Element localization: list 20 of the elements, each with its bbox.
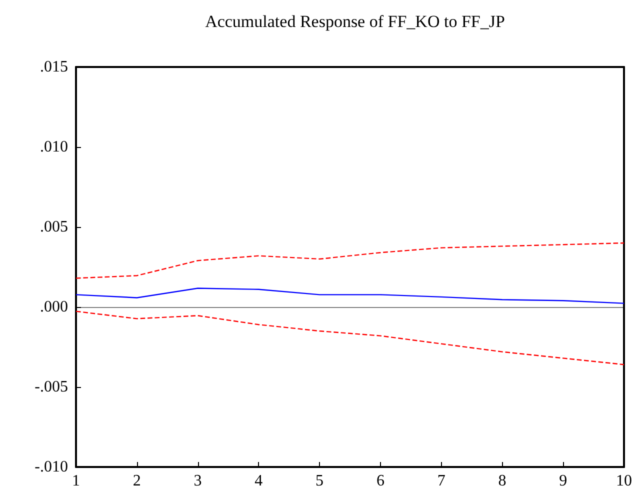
x-tick-label: 7 (437, 472, 446, 490)
x-tick-label: 2 (132, 472, 141, 490)
x-tick-label: 1 (72, 472, 80, 490)
x-tick-label: 3 (194, 472, 202, 490)
line-series (75, 242, 625, 279)
line-series (75, 310, 625, 366)
y-tick-label: -.005 (34, 378, 68, 396)
x-tick-label: 10 (616, 472, 632, 490)
y-tick-label: .010 (40, 138, 68, 156)
x-tick-label: 9 (559, 472, 568, 490)
y-tick-label: .015 (40, 58, 68, 76)
x-tick-label: 4 (254, 472, 263, 490)
y-tick-label: .000 (40, 298, 68, 316)
x-tick-label: 5 (316, 472, 324, 490)
x-tick-label: 8 (498, 472, 506, 490)
x-tick-label: 6 (376, 472, 384, 490)
line-series (75, 288, 625, 304)
y-tick-label: .005 (40, 218, 68, 236)
chart-title: Accumulated Response of FF_KO to FF_JP (205, 12, 505, 31)
y-tick-label: -.010 (34, 458, 68, 476)
